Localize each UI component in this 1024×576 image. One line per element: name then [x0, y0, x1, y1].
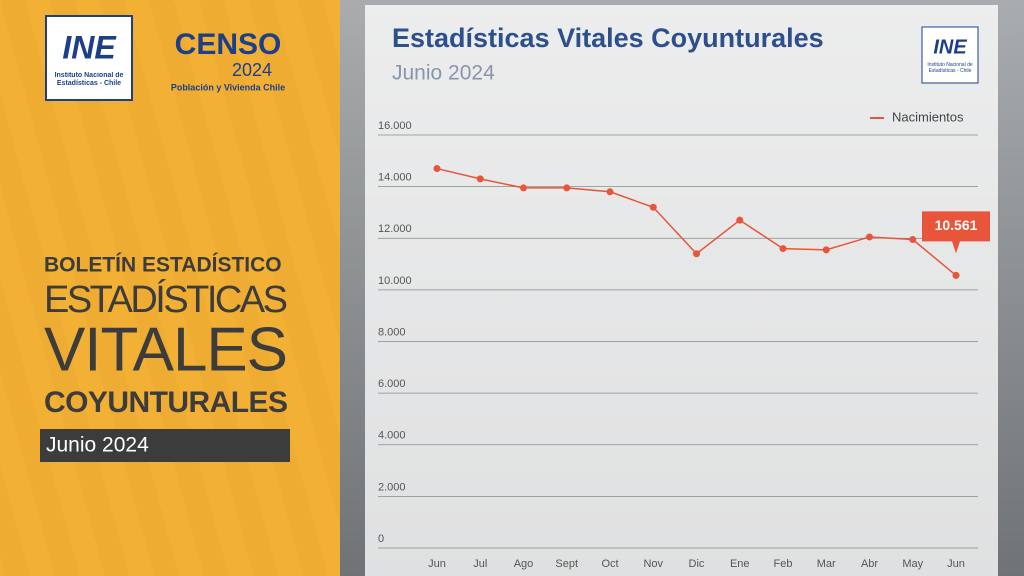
date-box — [40, 429, 290, 462]
chart-logo — [921, 26, 979, 84]
point — [952, 271, 960, 279]
x-tick-label: Sept — [555, 558, 578, 570]
y-tick-label: 2.000 — [378, 481, 406, 493]
sidebar-line: VITALES — [44, 315, 288, 384]
x-tick-label: Jun — [428, 558, 446, 570]
chart-subtitle: Junio 2024 — [392, 62, 495, 85]
y-tick-label: 4.000 — [378, 430, 406, 442]
chart-title: Estadísticas Vitales Coyunturales — [392, 23, 824, 53]
y-tick-label: 10.000 — [378, 275, 412, 287]
x-tick-label: May — [902, 558, 923, 570]
censo-year: 2024 — [232, 60, 272, 80]
plot: 0 2.000 4.000 6.000 8.000 10.000 12.000 14.000 1… — [378, 109, 990, 570]
censo-logo: CENSO — [175, 28, 282, 61]
point — [779, 245, 787, 253]
y-tick-label: 0 — [378, 533, 384, 545]
chart-logo-name-box: Instituto Nacional de Estadísticas - Chi… — [927, 62, 973, 74]
point — [822, 246, 830, 254]
sidebar-line: ESTADÍSTICAS — [44, 278, 288, 321]
point — [606, 188, 614, 196]
ine-name-box: Instituto Nacional de Estadísticas - Chi… — [54, 72, 124, 87]
y-tick-label: 6.000 — [378, 378, 406, 390]
chart-logo-text: INE — [933, 36, 967, 58]
x-tick-label: Abr — [861, 558, 878, 570]
point — [693, 250, 700, 258]
y-tick-label: 12.000 — [378, 223, 412, 235]
x-tick-label: Dic — [689, 558, 705, 570]
legend-label: Nacimientos — [892, 109, 964, 124]
point — [476, 175, 484, 183]
x-tick-label: Jun — [947, 558, 965, 570]
sidebar-line: BOLETÍN ESTADÍSTICO — [44, 254, 282, 277]
chart-logo-name: Instituto Nacional de Estadísticas - Chi… — [927, 62, 973, 74]
y-tick-label: 16.000 — [378, 120, 412, 132]
chart-panel — [365, 5, 998, 576]
x-tick-label: Jul — [473, 558, 487, 570]
x-tick-label: Oct — [601, 558, 618, 570]
point — [433, 165, 441, 173]
x-tick-label: Feb — [774, 558, 793, 570]
point — [563, 184, 571, 192]
ine-logo — [45, 15, 133, 101]
point — [909, 236, 917, 244]
point — [866, 233, 873, 241]
x-tick-label: Ene — [730, 558, 750, 570]
sidebar-date: Junio 2024 — [46, 434, 149, 457]
value-label-box — [922, 211, 990, 254]
y-tick-label: 14.000 — [378, 172, 412, 184]
x-tick-label: Mar — [817, 558, 836, 570]
y-tick-label: 8.000 — [378, 326, 406, 338]
x-tick-label: Ago — [514, 558, 534, 570]
ine-name: Instituto Nacional de Estadísticas - Chi… — [54, 72, 124, 87]
ine-logo-text: INE — [62, 29, 117, 65]
value-label: 10.561 — [935, 217, 978, 233]
x-tick-label: Nov — [643, 558, 663, 570]
point — [736, 216, 744, 224]
point — [520, 184, 527, 192]
point — [649, 203, 657, 211]
sidebar-line: COYUNTURALES — [44, 386, 288, 419]
censo-sub: Población y Vivienda Chile — [171, 82, 285, 92]
